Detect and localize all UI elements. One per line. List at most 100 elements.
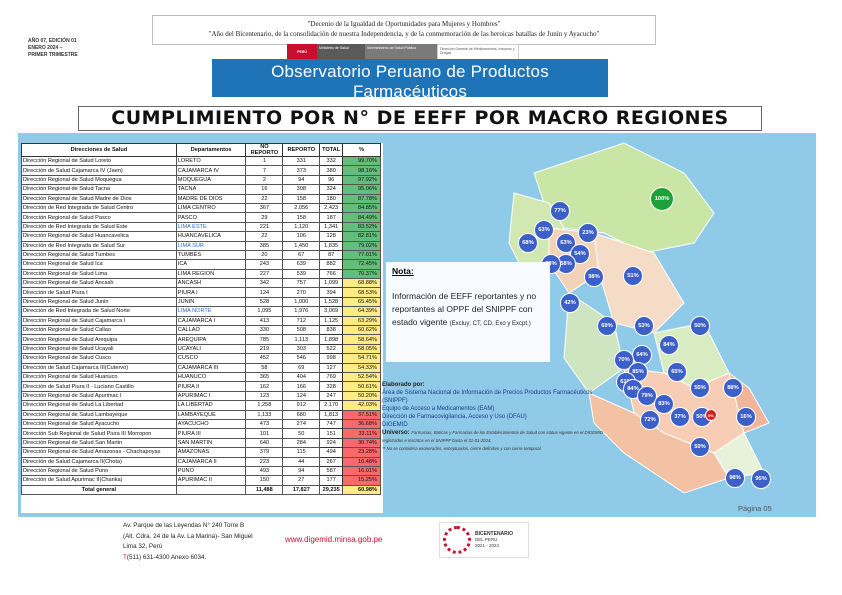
cell-departamento: MADRE DE DIOS (175, 193, 247, 204)
cell-direccion: Dirección Regional de Salud Huanuco (21, 371, 177, 383)
table-row: Dirección de Salud Piura II - Luciano Ca… (21, 381, 381, 392)
cell-direccion: Dirección Regional de Salud Ica (21, 259, 177, 270)
table-row: Dirección de Salud Cajamarca II(Chota) CA… (21, 456, 381, 467)
cell-total: 747 (319, 418, 344, 430)
cell-no-reporto: 365 (245, 371, 284, 383)
universe-label: Universo: (382, 430, 410, 436)
cell-no-reporto: 493 (245, 465, 284, 477)
cell-total: 1,125 (319, 315, 344, 327)
cell-no-reporto: 243 (245, 259, 284, 270)
universe-text: Farmacias, Boticas y Farmacias de los Es… (382, 430, 603, 443)
cell-departamento: PUNO (175, 465, 247, 477)
cell-percent: 54.33% (342, 362, 381, 374)
cell-reporto: 508 (282, 325, 321, 336)
cell-reporto: 680 (282, 409, 321, 420)
bicentenario-logo: BICENTENARIO DEL PERÚ 2021 - 2024 (439, 522, 529, 558)
cell-no-reporto: 330 (245, 325, 284, 336)
cell-departamento: LIMA CENTRO (175, 202, 247, 214)
map-percent-bubble: 100% (650, 187, 674, 211)
minsa-logo-strip: PERÚ Ministerio de Salud Viceministerio … (287, 44, 519, 60)
cell-no-reporto: 1,258 (245, 400, 284, 411)
credits-line: Área de Sistema Nacional de Información … (382, 390, 593, 404)
map-percent-bubble: 68% (518, 233, 538, 253)
cell-direccion: Dirección Regional de Salud Ancash (21, 278, 177, 289)
address-line: Av. Parque de las Leyendas N° 240 Torre … (123, 522, 245, 529)
observatory-title: Observatorio Peruano de Productos Farmac… (271, 62, 549, 101)
table-row: Dirección de Salud Cajamarca III(Cutervo… (21, 362, 381, 374)
cell-percent: 95.06% (342, 184, 381, 195)
cell-no-reporto: 1,095 (245, 306, 284, 317)
map-percent-bubble: 98% (584, 267, 604, 287)
cell-percent: 99.70% (342, 155, 381, 167)
table-row: Dirección Regional de Salud Ica ICA 243 639… (21, 259, 381, 270)
cell-direccion: Dirección de Salud Cajamarca IV (Jaen) (21, 165, 177, 176)
cell-no-reporto: 528 (245, 296, 284, 308)
cell-departamento: ICA (175, 259, 247, 270)
cell-total: 924 (319, 437, 344, 449)
cell-no-reporto: 124 (245, 287, 284, 298)
footer-address: Av. Parque de las Leyendas N° 240 Torre … (123, 521, 253, 563)
cell-percent: 15.25% (342, 475, 381, 486)
edition-line: AÑO 07, EDICIÓN 01 (28, 38, 77, 44)
cell-direccion: Dirección Sub Regional de Salud Piura II… (21, 428, 177, 439)
cell-direccion: Dirección Regional de Salud San Martin (21, 437, 177, 449)
cell-no-reporto: 413 (245, 315, 284, 327)
cell-reporto: 1,450 (282, 240, 321, 251)
cell-no-reporto: 219 (245, 343, 284, 355)
cell-reporto: 1,113 (282, 334, 321, 345)
cell-direccion: Dirección de Red Integrada de Salud Cent… (21, 202, 177, 214)
column-header: Departamentos (175, 143, 247, 157)
cell-no-reporto: 1,133 (245, 409, 284, 420)
cell-percent: 58.64% (342, 334, 381, 345)
table-row: Dirección Regional de Salud Huancavelica… (21, 231, 381, 242)
cell-total: 1,813 (319, 409, 344, 420)
cell-departamento: MOQUEGUA (175, 174, 247, 186)
cell-percent: 60.62% (342, 325, 381, 336)
cell-total: 494 (319, 447, 344, 458)
cell-departamento: CAJAMARCA III (175, 362, 247, 374)
column-header: REPORTO (282, 143, 321, 157)
credits-heading: Elaborado por: (382, 382, 425, 388)
total-percent: 60.98% (342, 484, 381, 496)
credits-block: Elaborado por: Área de Sistema Nacional … (382, 381, 618, 453)
cell-no-reporto: 22 (245, 193, 284, 204)
table-row: Dirección Regional de Salud Huanuco HUANU… (21, 371, 381, 383)
compliance-table-wrapper: Direcciones de Salud Departamentos NO RE… (21, 143, 383, 513)
website-link[interactable]: www.digemid.minsa.gob.pe (285, 535, 383, 544)
map-percent-bubble: 42% (560, 293, 580, 313)
cell-percent: 70.37% (342, 268, 381, 280)
cell-total: 769 (319, 371, 344, 383)
cell-reporto: 757 (282, 278, 321, 289)
table-row: Dirección de Red Integrada de Salud Sur L… (21, 240, 381, 251)
map-percent-bubble: 59% (690, 437, 710, 457)
cell-reporto: 166 (282, 381, 321, 392)
cell-departamento: TUMBES (175, 249, 247, 261)
cell-total: 3,069 (319, 306, 344, 317)
total-total: 29,235 (319, 484, 344, 496)
cell-direccion: Dirección Regional de Salud Tacna (21, 184, 177, 195)
table-row: Dirección Regional de Salud Lambayeque LA… (21, 409, 381, 420)
table-row: Dirección Sub Regional de Salud Piura II… (21, 428, 381, 439)
cell-direccion: Dirección Regional de Salud Apurimac I (21, 390, 177, 402)
cell-departamento: PIURA III (175, 428, 247, 439)
cell-no-reporto: 29 (245, 212, 284, 223)
cell-no-reporto: 221 (245, 221, 284, 233)
cell-percent: 83.52% (342, 221, 381, 233)
edition-info: AÑO 07, EDICIÓN 01 ENERO 2024 – PRIMER T… (28, 38, 78, 59)
cell-total: 587 (319, 465, 344, 477)
cell-reporto: 404 (282, 371, 321, 383)
map-percent-bubble: 69% (597, 316, 617, 336)
cell-no-reporto: 379 (245, 447, 284, 458)
cell-percent: 63.29% (342, 315, 381, 327)
cell-direccion: Dirección de Salud Piura I (21, 287, 177, 298)
cell-direccion: Dirección Regional de Salud Lambayeque (21, 409, 177, 420)
table-row: Dirección Regional de Salud Pasco PASCO 29… (21, 212, 381, 223)
cell-departamento: PIURA II (175, 381, 247, 392)
cell-departamento: SAN MARTIN (175, 437, 247, 449)
cell-departamento: PIURA I (175, 287, 247, 298)
table-row: Dirección Regional de Salud Madre de Dio… (21, 193, 381, 204)
cell-percent: 87.78% (342, 193, 381, 204)
cell-total: 187 (319, 212, 344, 223)
phone-prefix: T (123, 553, 127, 561)
